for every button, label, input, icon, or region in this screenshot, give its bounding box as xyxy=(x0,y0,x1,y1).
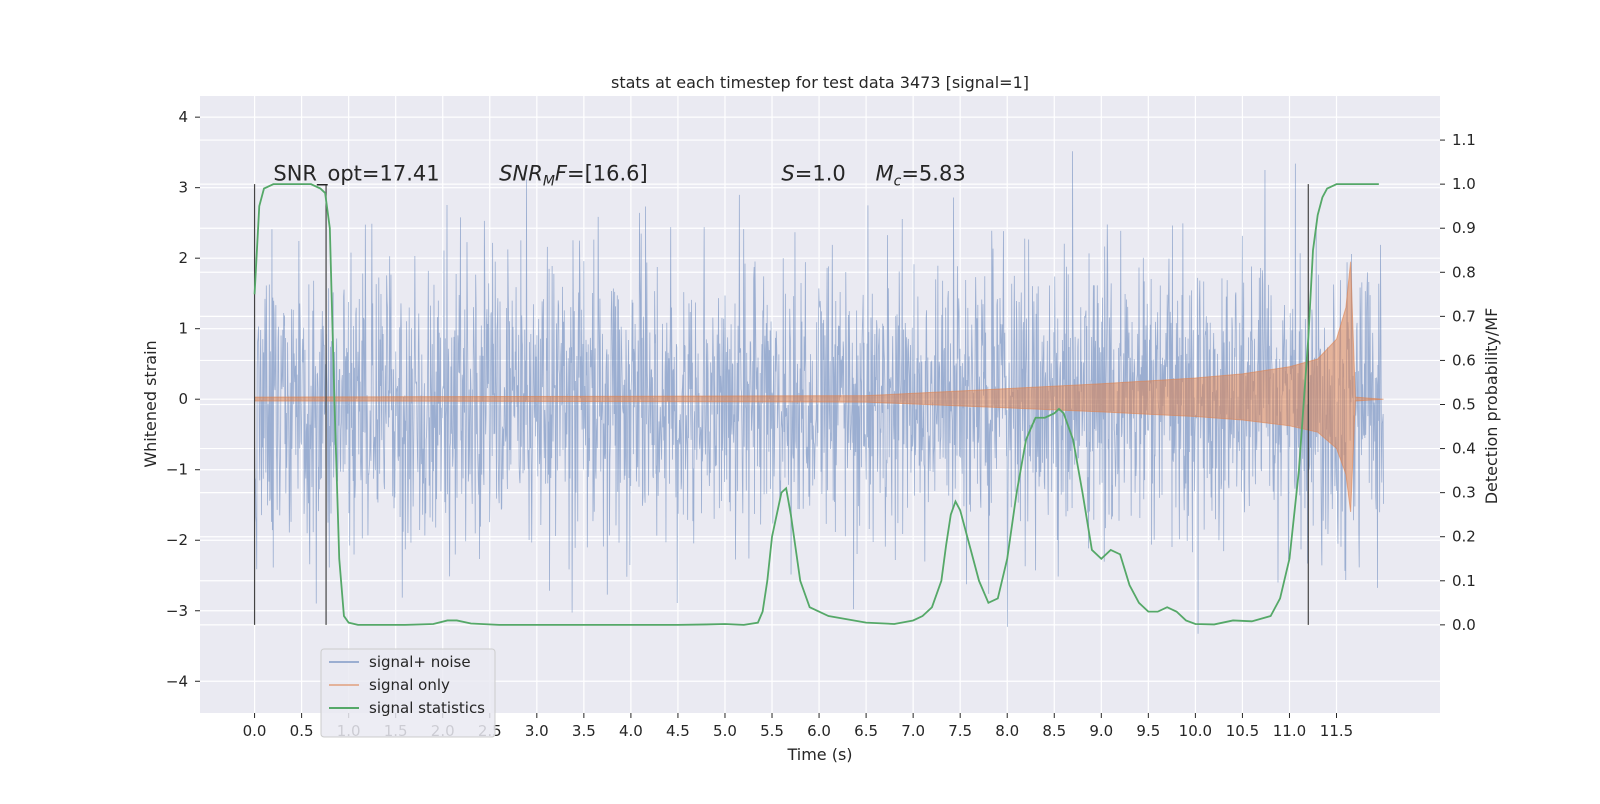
y-right-tick-label: 0.3 xyxy=(1452,484,1476,502)
vertical-lines xyxy=(253,184,1309,625)
y-tick-label: −3 xyxy=(166,602,188,620)
x-tick-label: 0.0 xyxy=(243,722,267,740)
y-right-tick-label: 0.5 xyxy=(1452,396,1476,414)
y-tick-label: 0 xyxy=(178,390,188,408)
chart-title: stats at each timestep for test data 347… xyxy=(611,73,1029,92)
x-tick-label: 7.0 xyxy=(901,722,925,740)
y-tick-label: −2 xyxy=(166,531,188,549)
x-tick-label: 4.0 xyxy=(619,722,643,740)
x-tick-label: 7.5 xyxy=(948,722,972,740)
x-tick-label: 8.5 xyxy=(1042,722,1066,740)
y-right-tick-label: 0.0 xyxy=(1452,616,1476,634)
y-tick-label: −4 xyxy=(166,672,188,690)
x-tick-label: 0.5 xyxy=(290,722,314,740)
x-tick-label: 11.5 xyxy=(1320,722,1353,740)
x-tick-label: 10.5 xyxy=(1226,722,1259,740)
y-right-tick-label: 1.1 xyxy=(1452,131,1476,149)
x-tick-label: 5.0 xyxy=(713,722,737,740)
legend-box xyxy=(320,648,496,738)
x-tick-label: 9.5 xyxy=(1136,722,1160,740)
y-axis-label: Whitened strain xyxy=(141,340,160,467)
legend-label-noise: signal+ noise xyxy=(369,653,471,671)
signal-only-series xyxy=(254,261,1384,513)
legend-label-signal: signal only xyxy=(369,676,450,694)
y-tick-label: −1 xyxy=(166,461,188,479)
y-tick-label: 2 xyxy=(178,249,188,267)
y-right-tick-label: 0.8 xyxy=(1452,263,1476,281)
x-tick-label: 6.0 xyxy=(807,722,831,740)
x-axis-label: Time (s) xyxy=(786,745,852,764)
x-tick-label: 3.5 xyxy=(572,722,596,740)
x-tick-label: 9.0 xyxy=(1089,722,1113,740)
y-right-ticks: 0.0 0.1 0.2 0.3 0.4 0.5 0.6 0.7 0.8 0.9 1.0 1.1 xyxy=(1440,131,1476,634)
y-right-tick-label: 1.0 xyxy=(1452,175,1476,193)
y-right-tick-label: 0.1 xyxy=(1452,572,1476,590)
y-right-tick-label: 0.4 xyxy=(1452,440,1476,458)
annotation: SNRMF=[16.6] xyxy=(499,162,648,190)
annotation: S=1.0 xyxy=(781,162,845,186)
annotation: Mc=5.83 xyxy=(876,162,966,190)
x-tick-label: 4.5 xyxy=(666,722,690,740)
annotation: SNR_opt=17.41 xyxy=(273,162,439,187)
y-ticks: −4 −3 −2 −1 0 1 2 3 4 xyxy=(166,108,200,690)
y-right-tick-label: 0.9 xyxy=(1452,219,1476,237)
legend-label-statistics: signal statistics xyxy=(369,699,485,717)
signal-envelope xyxy=(254,261,1384,513)
y-right-tick-label: 0.2 xyxy=(1452,528,1476,546)
y-tick-label: 3 xyxy=(178,179,188,197)
x-tick-label: 6.5 xyxy=(854,722,878,740)
y-right-tick-label: 0.6 xyxy=(1452,351,1476,369)
statistics-line xyxy=(253,183,1379,626)
y-right-tick-label: 0.7 xyxy=(1452,307,1476,325)
legend: signal+ noise signal only signal statist… xyxy=(320,648,496,738)
y-tick-label: 4 xyxy=(178,108,188,126)
noise-line xyxy=(254,151,1384,634)
noise-series xyxy=(254,151,1384,634)
x-tick-label: 8.0 xyxy=(995,722,1019,740)
annotations: SNR_opt=17.41 SNRMF=[16.6] S=1.0 Mc=5.83 xyxy=(273,162,965,190)
signal-statistics-series xyxy=(253,183,1379,626)
x-tick-label: 10.0 xyxy=(1179,722,1212,740)
x-tick-label: 11.0 xyxy=(1273,722,1306,740)
grid-layer xyxy=(200,96,1440,713)
x-tick-label: 5.5 xyxy=(760,722,784,740)
y-tick-label: 1 xyxy=(178,320,188,338)
y-right-axis-label: Detection probability/MF xyxy=(1482,308,1501,505)
x-tick-label: 3.0 xyxy=(525,722,549,740)
